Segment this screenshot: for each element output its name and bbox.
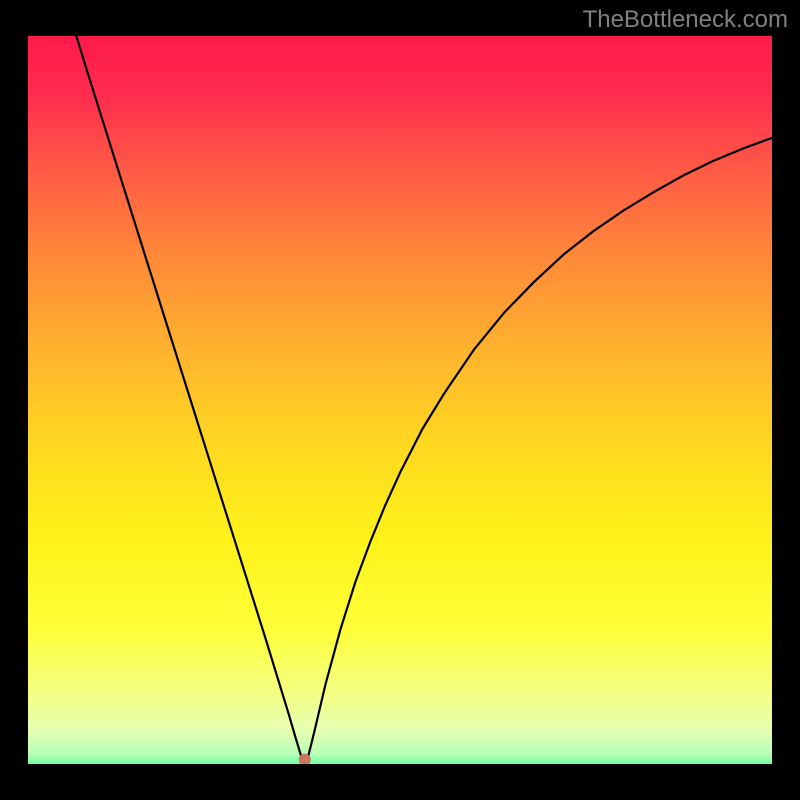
bottleneck-curve [28, 36, 772, 764]
plot-area [28, 36, 772, 764]
chart-frame-left [0, 0, 28, 800]
chart-frame-right [772, 0, 800, 800]
watermark-text: TheBottleneck.com [583, 6, 788, 34]
chart-frame-bottom [0, 764, 800, 800]
